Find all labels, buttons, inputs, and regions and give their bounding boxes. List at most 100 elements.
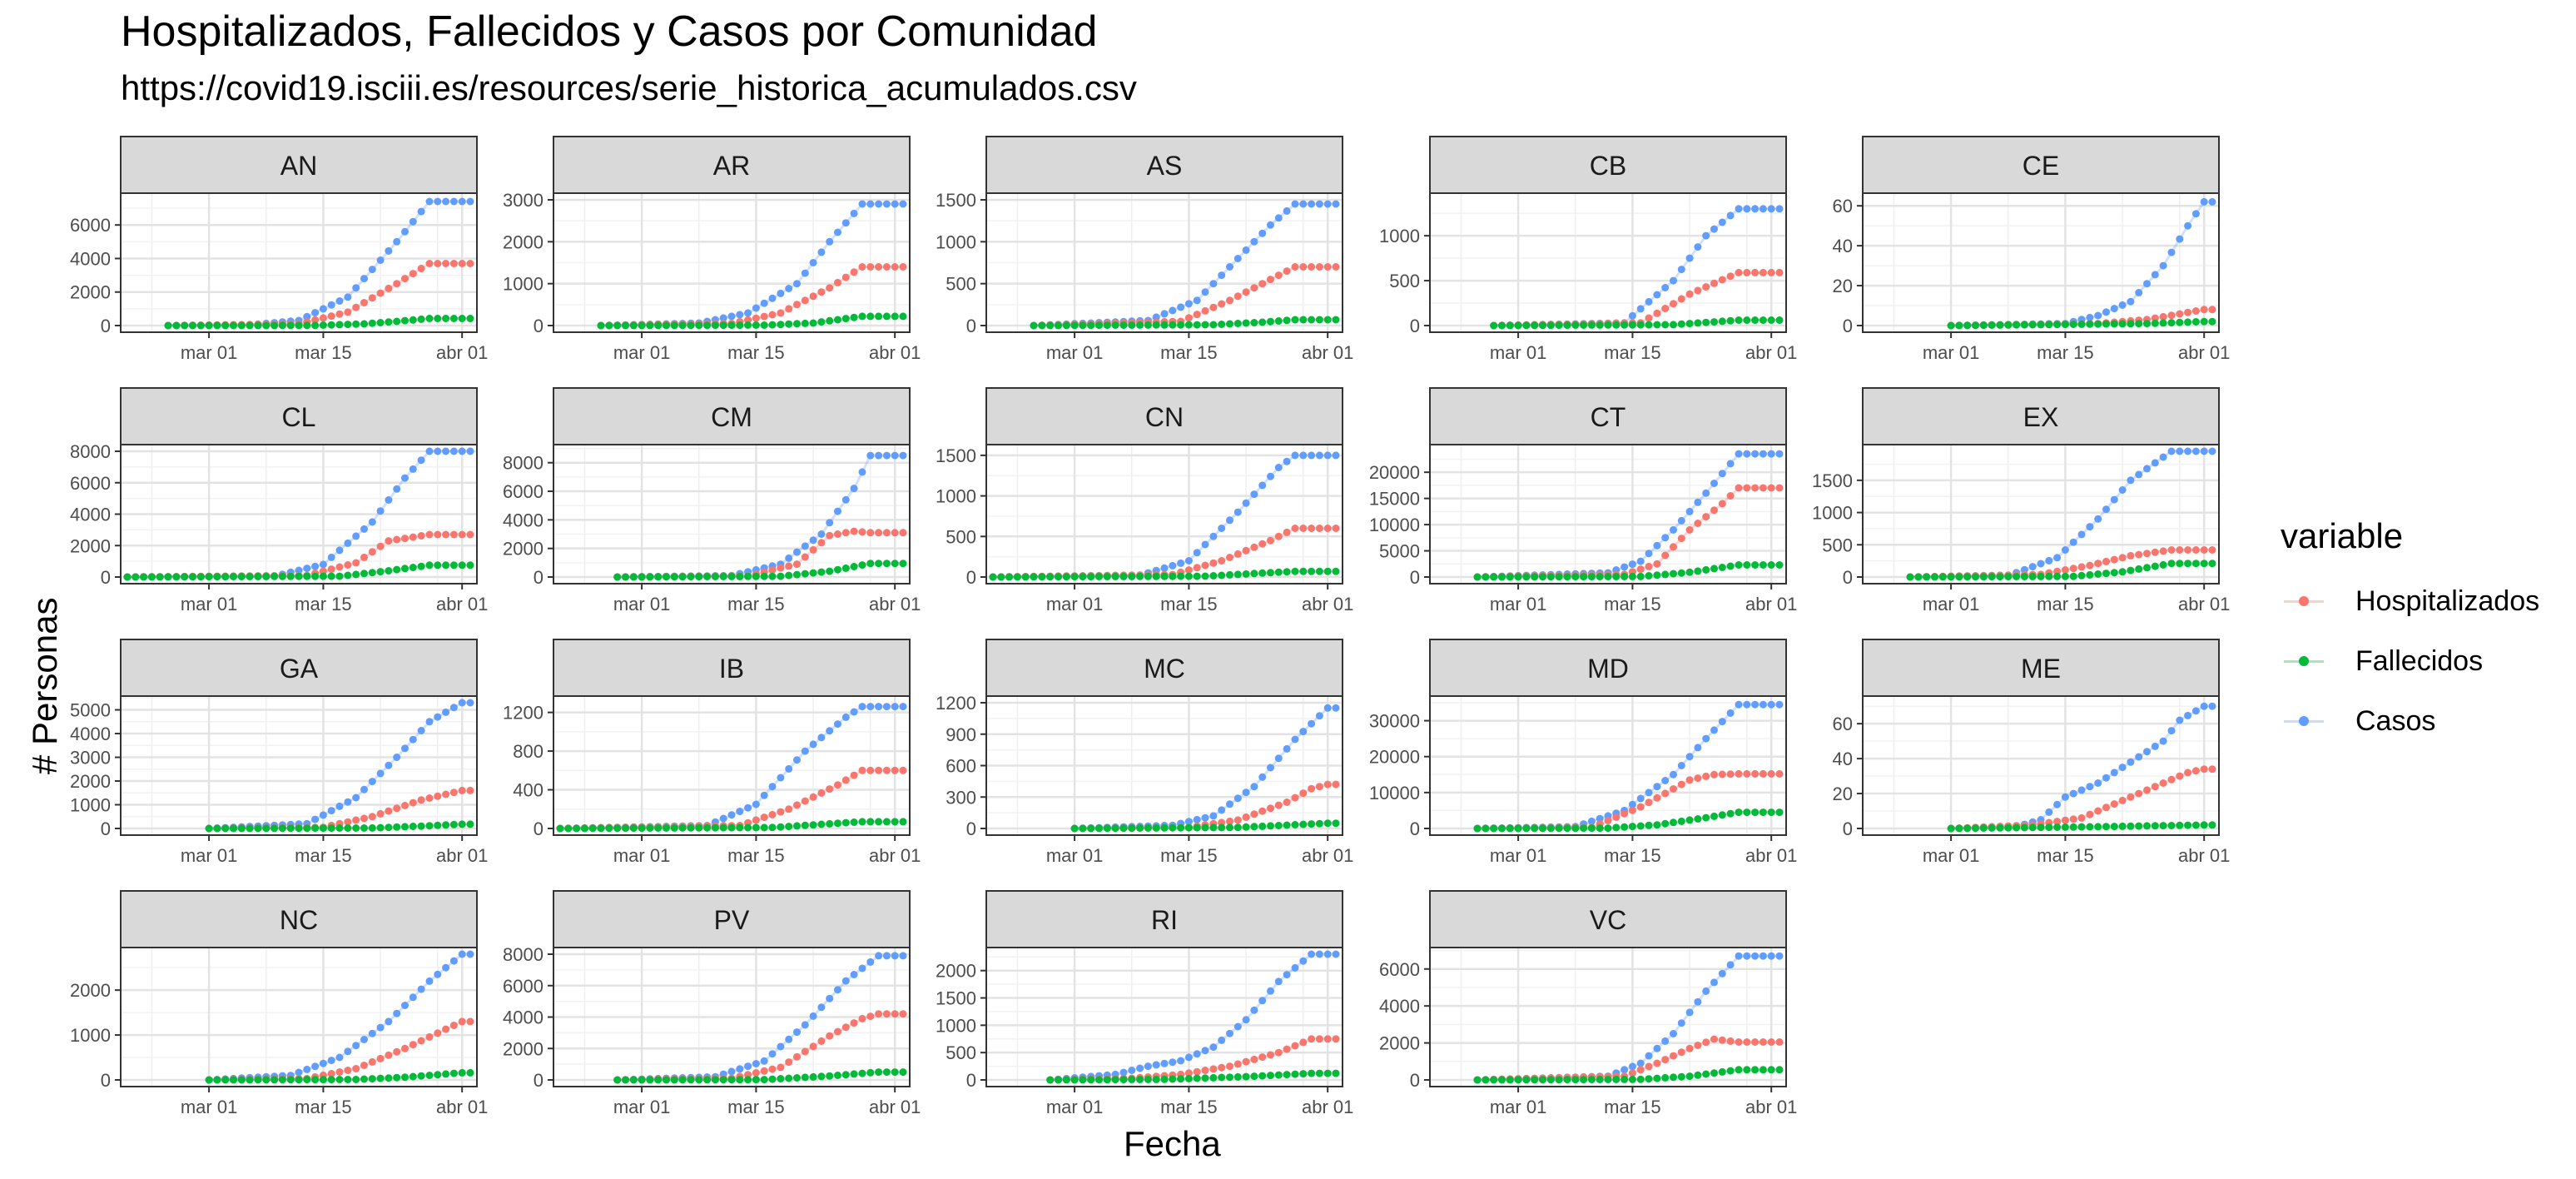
data-point	[1323, 316, 1332, 324]
data-point	[1332, 525, 1340, 532]
data-point	[1743, 700, 1751, 709]
data-point	[2191, 821, 2200, 829]
data-point	[1233, 1022, 1242, 1031]
data-point	[230, 573, 237, 580]
x-tick-label: mar 15	[727, 1097, 784, 1117]
data-point	[1498, 321, 1506, 330]
legend-key-hospitalizados	[2281, 586, 2327, 616]
data-point	[1267, 987, 1274, 995]
y-tick-label: 30000	[1369, 711, 1420, 732]
x-tick-label: mar 15	[1604, 845, 1660, 866]
data-point	[246, 573, 254, 580]
data-point	[1653, 783, 1661, 791]
data-point	[1670, 543, 1677, 551]
data-point	[385, 1051, 393, 1059]
data-point	[434, 1071, 442, 1079]
y-tick-label: 1000	[936, 486, 976, 507]
data-point	[230, 1076, 237, 1084]
data-point	[2028, 823, 2037, 832]
y-tick-label: 4000	[503, 1007, 543, 1028]
data-point	[2028, 321, 2037, 329]
data-point	[164, 573, 172, 581]
data-point	[352, 532, 360, 540]
data-point	[2028, 563, 2037, 571]
data-point	[327, 565, 335, 574]
data-point	[760, 321, 768, 329]
data-point	[368, 294, 376, 302]
data-point	[1751, 808, 1760, 817]
data-point	[1670, 770, 1677, 779]
data-point	[629, 824, 638, 833]
data-point	[1233, 550, 1242, 558]
data-point	[1267, 1051, 1274, 1059]
data-point	[899, 952, 907, 960]
data-point	[752, 1060, 760, 1067]
data-point	[899, 818, 907, 826]
data-point	[1128, 1076, 1136, 1083]
data-point	[2061, 566, 2069, 574]
data-point	[1291, 567, 1299, 575]
data-point	[2159, 560, 2167, 569]
data-point	[1046, 1076, 1055, 1084]
data-point	[1103, 1076, 1111, 1084]
data-point	[1718, 811, 1726, 819]
data-point	[826, 994, 834, 1002]
data-point	[2176, 560, 2184, 568]
data-point	[2184, 221, 2192, 230]
legend-item-casos: Casos	[2281, 691, 2539, 751]
data-point	[286, 824, 295, 833]
data-point	[1775, 205, 1784, 213]
data-point	[2167, 319, 2176, 327]
y-tick-label: 0	[534, 1070, 543, 1091]
data-point	[1685, 525, 1694, 534]
data-point	[319, 560, 327, 569]
data-point	[360, 320, 368, 328]
data-point	[727, 1076, 736, 1084]
data-point	[311, 562, 320, 570]
data-point	[2191, 318, 2200, 326]
data-point	[2127, 476, 2135, 485]
data-point	[1473, 573, 1482, 581]
data-point	[1226, 263, 1233, 271]
data-point	[1283, 316, 1291, 325]
data-point	[376, 256, 385, 264]
data-point	[727, 823, 736, 832]
data-point	[646, 824, 654, 832]
data-point	[1775, 769, 1784, 778]
data-point	[744, 1076, 752, 1084]
data-point	[221, 573, 230, 581]
data-point	[2061, 321, 2069, 329]
data-point	[1103, 573, 1111, 580]
data-point	[344, 321, 352, 329]
data-point	[1258, 569, 1267, 577]
data-point	[1283, 798, 1291, 806]
data-point	[401, 316, 409, 325]
data-point	[409, 823, 417, 830]
data-point	[458, 447, 466, 455]
x-tick-label: mar 15	[1160, 594, 1217, 614]
data-point	[1580, 1076, 1588, 1084]
data-point	[2191, 707, 2200, 715]
data-point	[1218, 823, 1226, 832]
data-point	[1046, 573, 1055, 581]
data-point	[1308, 200, 1316, 208]
data-point	[882, 766, 891, 774]
data-point	[335, 321, 344, 329]
data-point	[1258, 481, 1267, 490]
data-point	[573, 824, 581, 833]
data-point	[1735, 808, 1743, 817]
data-point	[866, 200, 875, 208]
data-point	[2159, 261, 2167, 270]
data-point	[875, 766, 883, 774]
data-point	[401, 823, 409, 831]
data-point	[1095, 1076, 1103, 1084]
data-point	[2094, 779, 2102, 787]
data-point	[1152, 1061, 1160, 1069]
data-point	[752, 823, 760, 832]
data-point	[1193, 1067, 1201, 1076]
data-point	[1531, 824, 1539, 833]
y-tick-label: 0	[1410, 1070, 1420, 1091]
